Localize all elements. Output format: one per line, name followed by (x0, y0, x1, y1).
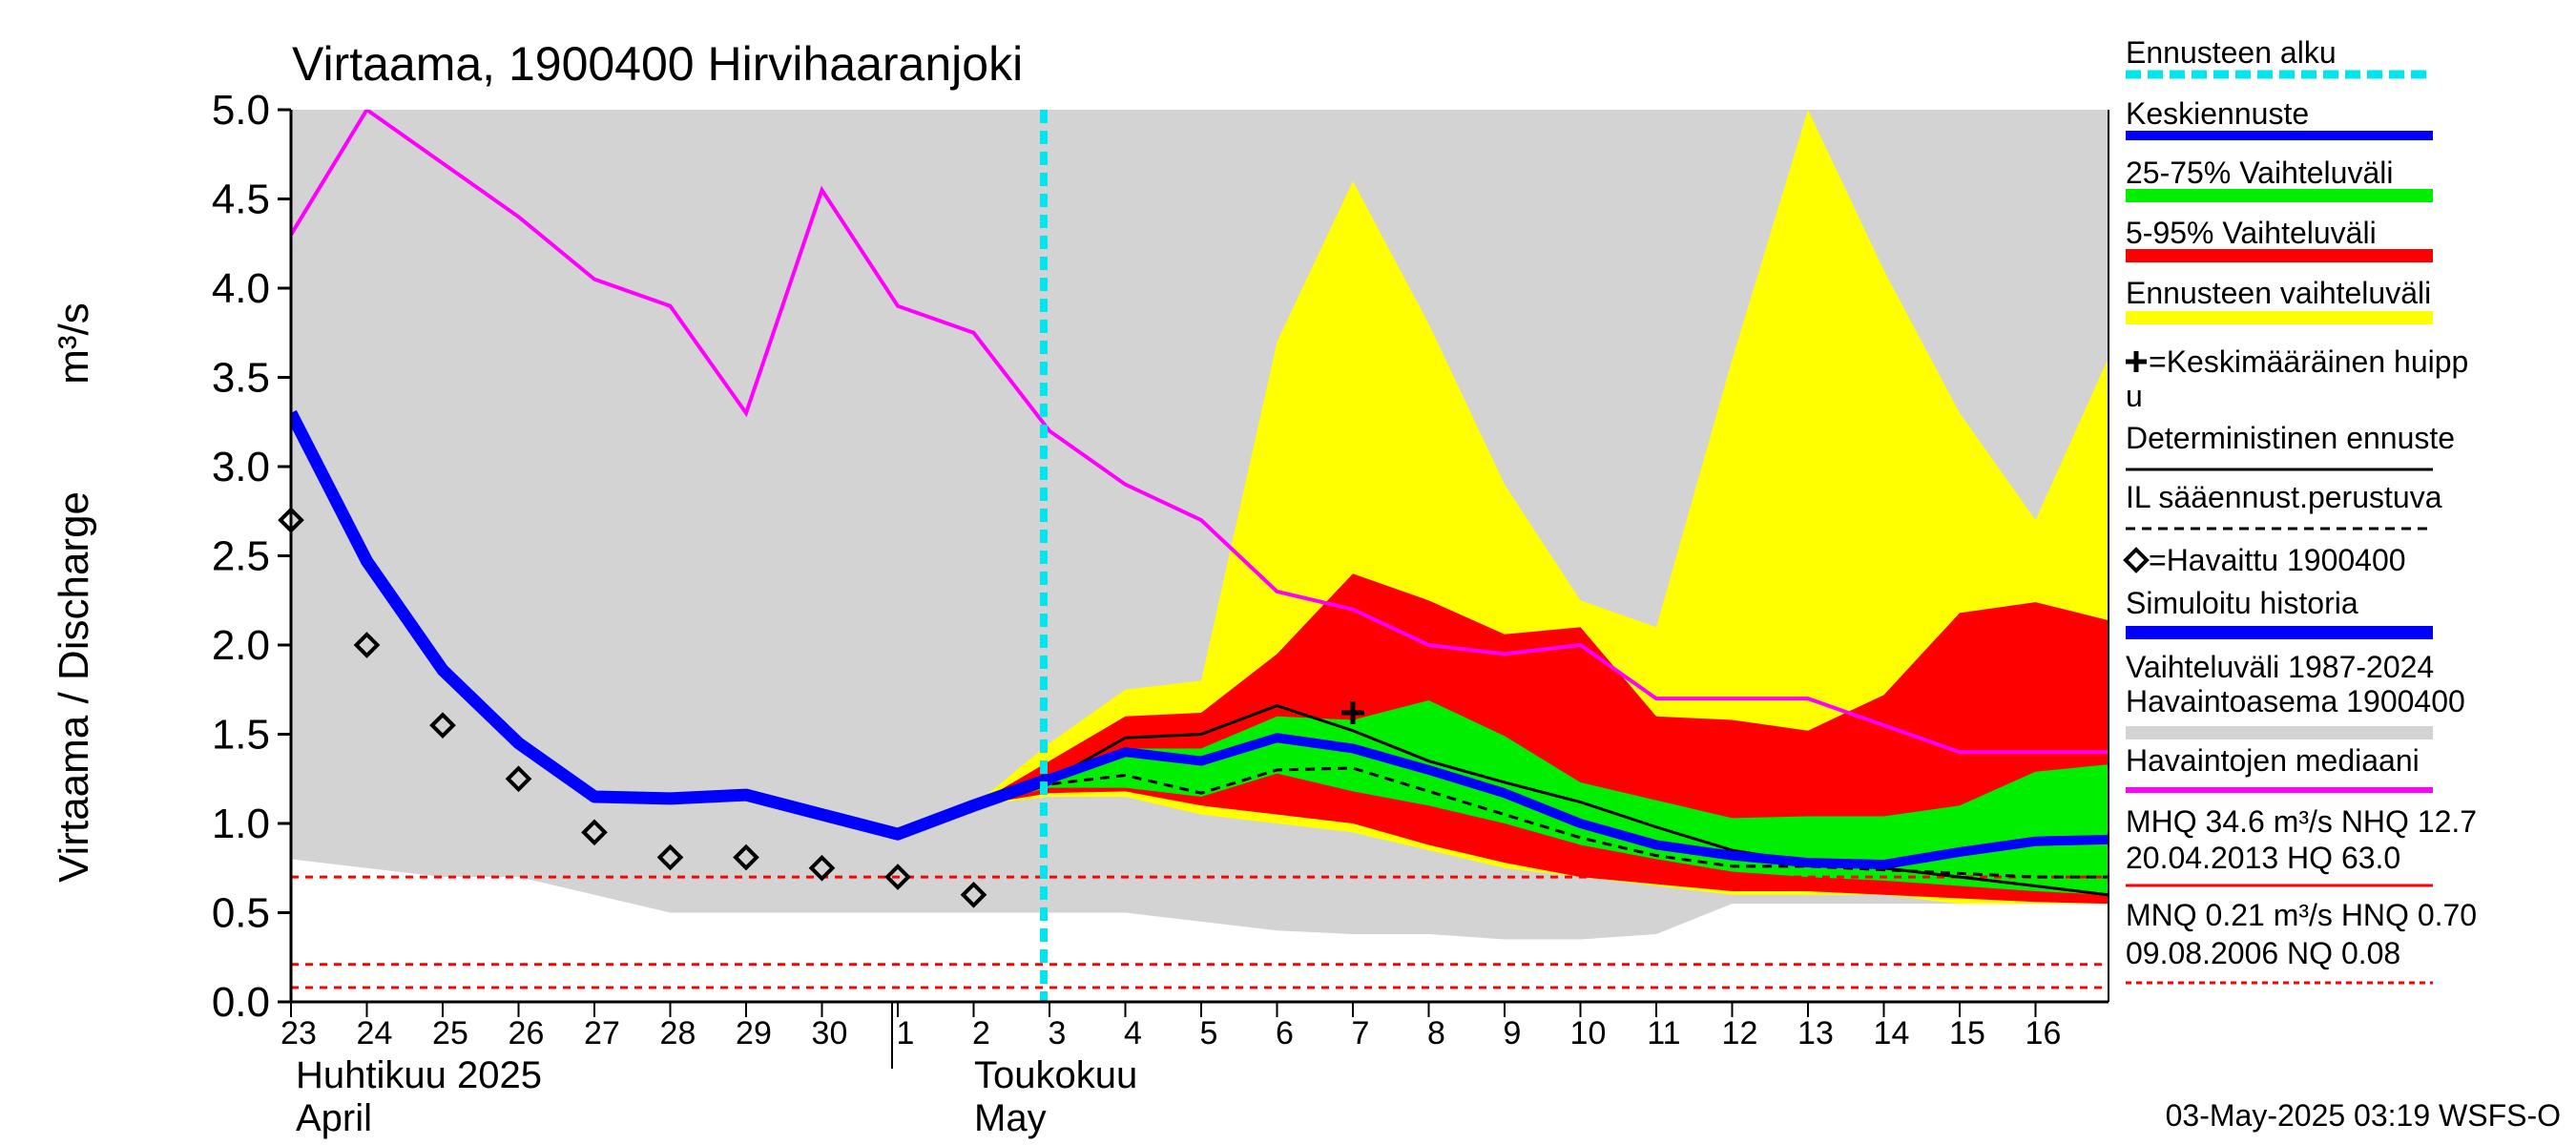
legend-label-0: Ennusteen alku (2126, 35, 2337, 70)
x-tick-label-4: 27 (584, 1015, 620, 1051)
month-label-en-1: May (974, 1097, 1047, 1139)
x-tick-label-16: 9 (1503, 1015, 1521, 1051)
legend-label-17: 09.08.2006 NQ 0.08 (2126, 936, 2400, 970)
legend-label-13: Havaintojen mediaani (2126, 743, 2420, 778)
mean-forecast-line (971, 733, 2109, 870)
month-label-en-0: April (296, 1097, 372, 1139)
legend-label-14: MHQ 34.6 m³/s NHQ 12.7 (2126, 804, 2477, 839)
y-tick-label-9: 4.5 (212, 177, 270, 223)
x-tick-label-21: 14 (1874, 1015, 1910, 1051)
legend-label-12: Havaintoasema 1900400 (2126, 684, 2465, 718)
x-tick-label-9: 2 (972, 1015, 990, 1051)
legend-label-5: =Keskimääräinen huipp (2149, 344, 2468, 379)
x-tick-label-18: 11 (1647, 1015, 1680, 1051)
p25-75-band (973, 699, 2109, 895)
x-tick-label-3: 26 (509, 1015, 545, 1051)
x-tick-label-15: 8 (1427, 1015, 1445, 1051)
legend-label-6: u (2126, 379, 2143, 413)
y-tick-label-2: 1.0 (212, 801, 270, 847)
observed-point-7 (808, 854, 836, 882)
il-forecast-line (973, 766, 2109, 879)
x-tick-label-8: 1 (896, 1015, 914, 1051)
observed-point-9 (960, 881, 987, 908)
x-tick-label-13: 6 (1276, 1015, 1294, 1051)
y-axis-unit: m³/s (51, 302, 97, 385)
x-tick-label-22: 15 (1949, 1015, 1985, 1051)
plot-series (291, 110, 2109, 989)
y-tick-label-5: 2.5 (212, 533, 270, 580)
legend: Ennusteen alku Keskiennuste 25-75% Vaihtel… (2123, 35, 2477, 985)
y-tick-label-7: 3.5 (212, 355, 270, 402)
x-tick-label-1: 24 (357, 1015, 393, 1051)
x-tick-label-11: 4 (1124, 1015, 1142, 1051)
x-tick-label-12: 5 (1199, 1015, 1217, 1051)
x-tick-label-23: 16 (2025, 1015, 2062, 1051)
legend-label-15: 20.04.2013 HQ 63.0 (2126, 841, 2400, 875)
mean-peak-marker (1341, 701, 1364, 725)
legend-observed-marker (2123, 547, 2150, 573)
legend-label-4: Ennusteen vaihteluväli (2126, 276, 2431, 310)
legend-label-7: Deterministinen ennuste (2126, 421, 2455, 455)
x-tick-label-5: 28 (660, 1015, 696, 1051)
y-axis-label: Virtaama / Discharge (51, 491, 97, 883)
legend-label-3: 5-95% Vaihteluväli (2126, 216, 2377, 250)
x-tick-label-2: 25 (432, 1015, 468, 1051)
legend-label-16: MNQ 0.21 m³/s HNQ 0.70 (2126, 898, 2477, 932)
legend-label-10: Simuloitu historia (2126, 586, 2358, 620)
x-tick-label-6: 29 (736, 1015, 772, 1051)
plot-area (278, 110, 2109, 1002)
simulated-history-line (291, 409, 1052, 841)
x-tick-label-14: 7 (1351, 1015, 1369, 1051)
y-tick-label-1: 0.5 (212, 890, 270, 937)
x-tick-label-17: 10 (1570, 1015, 1607, 1051)
legend-label-1: Keskiennuste (2126, 96, 2309, 131)
chart-title: Virtaama, 1900400 Hirvihaaranjoki (292, 37, 1023, 91)
x-tick-label-19: 12 (1722, 1015, 1758, 1051)
legend-peak-marker (2126, 351, 2147, 372)
observed-point-5 (656, 843, 684, 871)
y-tick-label-3: 1.5 (212, 712, 270, 759)
x-tick-label-20: 13 (1797, 1015, 1834, 1051)
observed-point-6 (733, 843, 759, 871)
y-tick-label-8: 4.0 (212, 265, 270, 312)
observed-point-3 (505, 765, 532, 793)
legend-label-2: 25-75% Vaihteluväli (2126, 156, 2393, 190)
median-line (291, 110, 2109, 755)
legend-label-9: =Havaittu 1900400 (2149, 543, 2406, 577)
x-tick-label-7: 30 (812, 1015, 848, 1051)
observed-point-8 (884, 864, 911, 890)
legend-label-8: IL sääennust.perustuva (2126, 480, 2442, 514)
observed-point-1 (353, 632, 381, 658)
month-label-fi-0: Huhtikuu 2025 (296, 1054, 542, 1096)
observed-point-2 (429, 712, 456, 739)
axes: 0.00.51.01.52.02.53.03.54.04.55.023 24 25 2… (212, 87, 2109, 1139)
y-tick-label-4: 2.0 (212, 622, 270, 669)
x-tick-label-0: 23 (280, 1015, 317, 1051)
observed-point-4 (581, 819, 608, 846)
timestamp-footer: 03-May-2025 03:19 WSFS-O (2166, 1098, 2561, 1133)
legend-label-11: Vaihteluväli 1987-2024 (2126, 650, 2434, 684)
y-tick-label-0: 0.0 (212, 979, 270, 1026)
x-tick-label-10: 3 (1048, 1015, 1066, 1051)
month-label-fi-1: Toukokuu (974, 1054, 1137, 1096)
deterministic-forecast-line (973, 703, 2109, 897)
y-tick-label-10: 5.0 (212, 87, 270, 134)
y-tick-label-6: 3.0 (212, 444, 270, 490)
